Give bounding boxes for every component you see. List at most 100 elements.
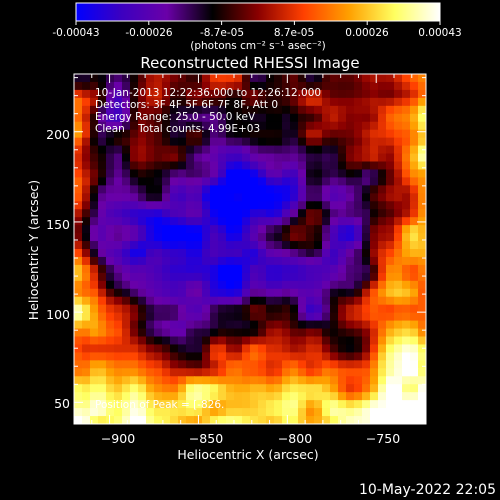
heatmap-pixel <box>98 161 107 171</box>
heatmap-pixel <box>354 256 363 266</box>
heatmap-pixel <box>98 121 107 131</box>
heatmap-pixel <box>114 312 123 322</box>
heatmap-pixel <box>242 97 251 107</box>
heatmap-pixel <box>298 416 307 424</box>
heatmap-pixel <box>162 352 171 361</box>
heatmap-pixel <box>202 209 211 218</box>
heatmap-pixel <box>234 129 243 139</box>
heatmap-pixel <box>410 145 419 155</box>
heatmap-pixel <box>282 344 291 353</box>
heatmap-pixel <box>314 256 323 266</box>
heatmap-pixel <box>146 153 155 163</box>
heatmap-pixel <box>274 169 283 178</box>
heatmap-pixel <box>330 272 339 282</box>
heatmap-pixel <box>410 121 419 131</box>
heatmap-pixel <box>266 360 275 369</box>
heatmap-pixel <box>298 344 307 353</box>
heatmap-pixel <box>378 249 387 258</box>
heatmap-pixel <box>322 352 331 361</box>
heatmap-pixel <box>386 392 395 401</box>
heatmap-pixel <box>386 408 395 417</box>
heatmap-pixel <box>90 336 99 346</box>
heatmap-pixel <box>314 217 323 226</box>
heatmap-pixel <box>74 336 83 346</box>
heatmap-pixel <box>354 272 363 282</box>
heatmap-pixel <box>202 113 211 123</box>
heatmap-pixel <box>242 225 251 234</box>
heatmap-pixel <box>90 161 99 171</box>
heatmap-pixel <box>258 304 267 314</box>
heatmap-pixel <box>82 360 91 369</box>
heatmap-pixel <box>90 89 99 99</box>
heatmap-pixel <box>330 113 339 123</box>
heatmap-pixel <box>418 256 426 266</box>
heatmap-pixel <box>138 336 147 346</box>
heatmap-pixel <box>386 121 395 131</box>
heatmap-pixel <box>290 81 299 91</box>
heatmap-pixel <box>386 193 395 202</box>
heatmap-pixel <box>322 217 331 226</box>
heatmap-pixel <box>362 256 371 266</box>
heatmap-pixel <box>98 320 107 330</box>
heatmap-pixel <box>290 360 299 369</box>
heatmap-pixel <box>250 256 259 266</box>
heatmap-pixel <box>162 121 171 131</box>
heatmap-pixel <box>186 336 195 346</box>
heatmap-pixel <box>98 296 107 306</box>
heatmap-pixel <box>298 209 307 218</box>
heatmap-pixel <box>170 177 179 186</box>
heatmap-pixel <box>402 368 411 377</box>
heatmap-pixel <box>242 264 251 274</box>
heatmap-pixel <box>202 233 211 242</box>
heatmap-pixel <box>330 177 339 186</box>
heatmap-pixel <box>186 89 195 99</box>
heatmap-pixel <box>210 272 219 282</box>
heatmap-pixel <box>322 328 331 338</box>
heatmap-pixel <box>218 249 227 258</box>
heatmap-pixel <box>234 81 243 91</box>
heatmap-pixel <box>274 121 283 131</box>
heatmap-pixel <box>82 129 91 139</box>
heatmap-pixel <box>354 296 363 306</box>
heatmap-pixel <box>418 153 426 163</box>
heatmap-pixel <box>210 360 219 369</box>
heatmap-pixel <box>178 129 187 139</box>
heatmap-pixel <box>154 225 163 234</box>
heatmap-pixel <box>418 209 426 218</box>
heatmap-pixel <box>306 376 315 385</box>
heatmap-pixel <box>338 145 347 155</box>
heatmap-pixel <box>186 249 195 258</box>
heatmap-pixel <box>250 344 259 353</box>
heatmap-pixel <box>106 145 115 155</box>
heatmap-pixel <box>186 161 195 171</box>
heatmap-pixel <box>362 328 371 338</box>
heatmap-pixel <box>138 177 147 186</box>
heatmap-pixel <box>98 89 107 99</box>
heatmap-pixel <box>162 233 171 242</box>
heatmap-pixel <box>90 105 99 115</box>
heatmap-pixel <box>114 121 123 131</box>
heatmap-pixel <box>122 233 131 242</box>
heatmap-pixel <box>370 376 379 385</box>
heatmap-pixel <box>114 105 123 115</box>
heatmap-pixel <box>306 368 315 377</box>
heatmap-pixel <box>258 233 267 242</box>
heatmap-pixel <box>386 129 395 139</box>
y-tick-label: 50 <box>54 396 70 411</box>
heatmap-pixel <box>418 74 426 83</box>
heatmap-pixel <box>130 209 139 218</box>
heatmap-pixel <box>346 225 355 234</box>
heatmap-pixel <box>98 344 107 353</box>
heatmap-pixel <box>362 185 371 194</box>
heatmap-pixel <box>394 384 403 393</box>
heatmap-pixel <box>346 280 355 290</box>
heatmap-pixel <box>106 153 115 163</box>
heatmap-pixel <box>290 392 299 401</box>
heatmap-pixel <box>218 360 227 369</box>
heatmap-pixel <box>250 360 259 369</box>
heatmap-pixel <box>242 105 251 115</box>
heatmap-pixel <box>370 416 379 424</box>
heatmap-pixel <box>114 241 123 250</box>
heatmap-pixel <box>98 336 107 346</box>
heatmap-pixel <box>402 201 411 210</box>
